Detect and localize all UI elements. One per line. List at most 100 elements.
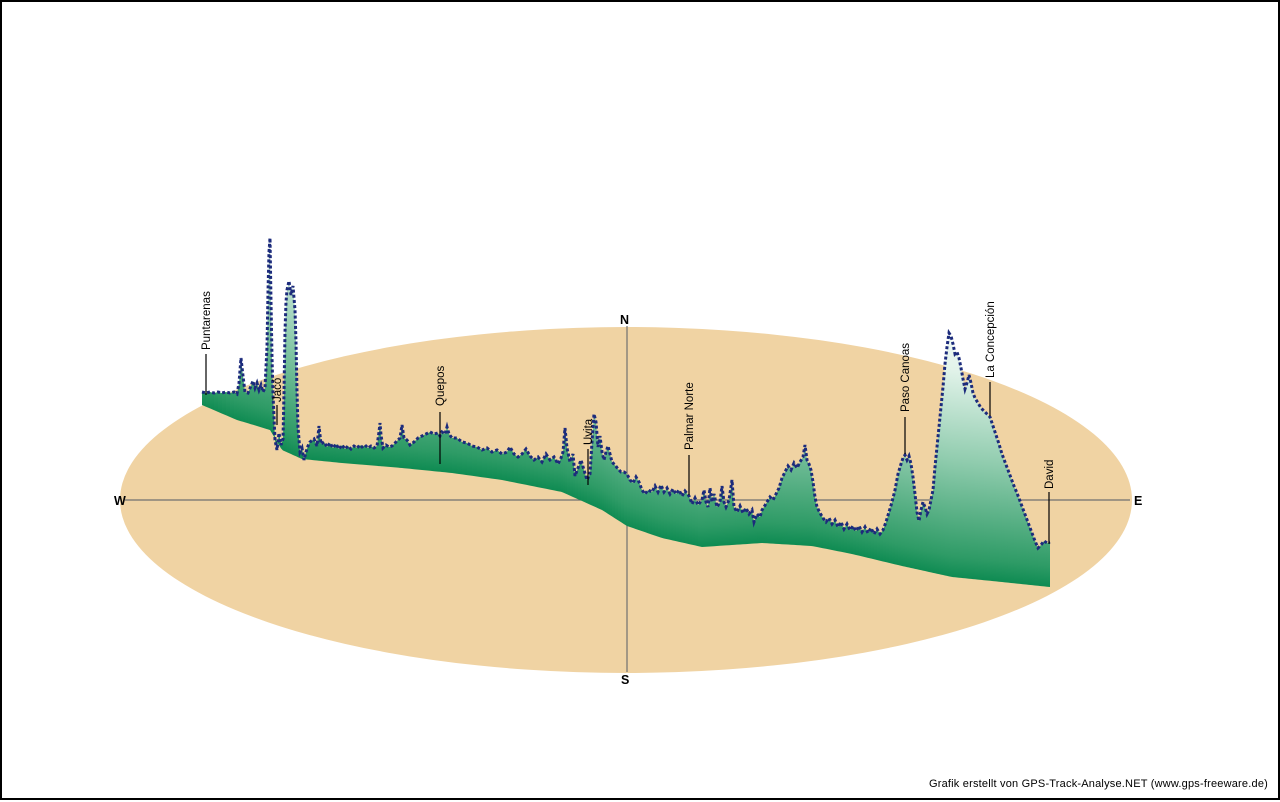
elevation-strip [563, 428, 565, 494]
elevation-strip [360, 445, 362, 465]
elevation-strip [746, 508, 749, 545]
elevation-strip [838, 522, 841, 552]
elevation-strip [354, 446, 357, 465]
elevation-profile-line [201, 237, 1051, 551]
elevation-strip [1017, 493, 1020, 584]
compass-label-east: E [1134, 494, 1142, 508]
elevation-strip [581, 460, 584, 502]
elevation-strip [963, 379, 965, 579]
elevation-strip [447, 427, 449, 473]
elevation-strip [502, 452, 507, 481]
elevation-strip [800, 457, 803, 546]
elevation-strip [726, 500, 729, 546]
elevation-strip [287, 281, 289, 454]
elevation-strip [923, 502, 925, 572]
elevation-strip [909, 456, 911, 568]
elevation-strip [330, 443, 333, 463]
elevation-strip [442, 432, 445, 473]
elevation-strip [996, 435, 999, 582]
elevation-strip [610, 454, 612, 517]
elevation-strip [477, 447, 482, 478]
elevation-strip [615, 465, 618, 521]
elevation-strip [689, 496, 692, 545]
elevation-strip [829, 518, 832, 550]
elevation-strip [245, 392, 248, 424]
elevation-strip [760, 510, 762, 544]
elevation-strip [1044, 541, 1047, 587]
elevation-strip [913, 477, 915, 569]
elevation-strip [664, 488, 667, 540]
elevation-strip [514, 454, 518, 484]
elevation-strip [961, 368, 963, 579]
elevation-strip [327, 443, 330, 462]
elevation-strip [853, 526, 856, 555]
elevation-strip [903, 455, 905, 567]
elevation-strip [518, 454, 522, 484]
elevation-strip [342, 445, 345, 464]
elevation-strip [621, 472, 624, 525]
elevation-strip [767, 497, 770, 544]
elevation-strip [407, 440, 410, 469]
elevation-strip [817, 507, 820, 548]
elevation-strip [633, 477, 636, 530]
elevation-strip [782, 472, 785, 545]
elevation-strip [289, 281, 291, 455]
elevation-strip [1005, 462, 1008, 583]
elevation-strip [1011, 478, 1014, 584]
elevation-strip [776, 488, 779, 545]
elevation-strip [990, 417, 993, 582]
credit-text: Grafik erstellt von GPS-Track-Analyse.NE… [928, 778, 1268, 790]
elevation-strip [434, 433, 438, 472]
elevation-strip [636, 477, 639, 531]
elevation-strip [261, 385, 263, 428]
elevation-strip [740, 506, 743, 545]
elevation-strip [374, 446, 377, 466]
elevation-strip [779, 478, 782, 545]
elevation-strip [410, 442, 414, 470]
elevation-strip [377, 432, 379, 467]
elevation-strip [967, 375, 969, 579]
elevation-strip [957, 352, 959, 578]
elevation-strip [702, 490, 704, 547]
elevation-strip [797, 462, 800, 546]
elevation-strip [426, 432, 430, 471]
elevation-strip [357, 445, 360, 465]
elevation-strip [773, 494, 776, 544]
elevation-strip [482, 448, 487, 478]
elevation-strip [917, 512, 919, 570]
elevation-strip [762, 507, 764, 544]
elevation-strip [889, 502, 892, 564]
elevation-strip [679, 490, 682, 543]
elevation-strip [667, 488, 670, 540]
elevation-strip [886, 512, 889, 563]
elevation-strip [947, 333, 949, 577]
elevation-strip [239, 358, 241, 422]
elevation-strip [883, 522, 886, 563]
elevation-strip [445, 427, 447, 473]
elevation-strip [383, 445, 386, 467]
elevation-strip [214, 392, 218, 412]
elevation-strip [273, 394, 274, 437]
elevation-area [202, 238, 1050, 587]
elevation-strip [892, 490, 895, 565]
elevation-strip [695, 498, 698, 547]
elevation-strip [823, 518, 826, 549]
elevation-strip [764, 502, 767, 544]
elevation-strip [627, 474, 630, 528]
elevation-strip [395, 440, 398, 468]
elevation-strip [336, 444, 339, 463]
elevation-strip [430, 432, 434, 472]
elevation-strip [973, 393, 975, 580]
elevation-strip [218, 392, 222, 414]
elevation-strip [757, 514, 760, 544]
elevation-strip [206, 392, 210, 409]
elevation-strip [811, 470, 813, 547]
elevation-strip [999, 444, 1002, 582]
elevation-strip [898, 464, 901, 566]
elevation-strip [392, 443, 395, 468]
elevation-strip [717, 502, 720, 546]
elevation-strip [558, 458, 561, 492]
elevation-strip [931, 490, 933, 573]
elevation-strip [283, 392, 284, 451]
elevation-strip [624, 472, 627, 526]
